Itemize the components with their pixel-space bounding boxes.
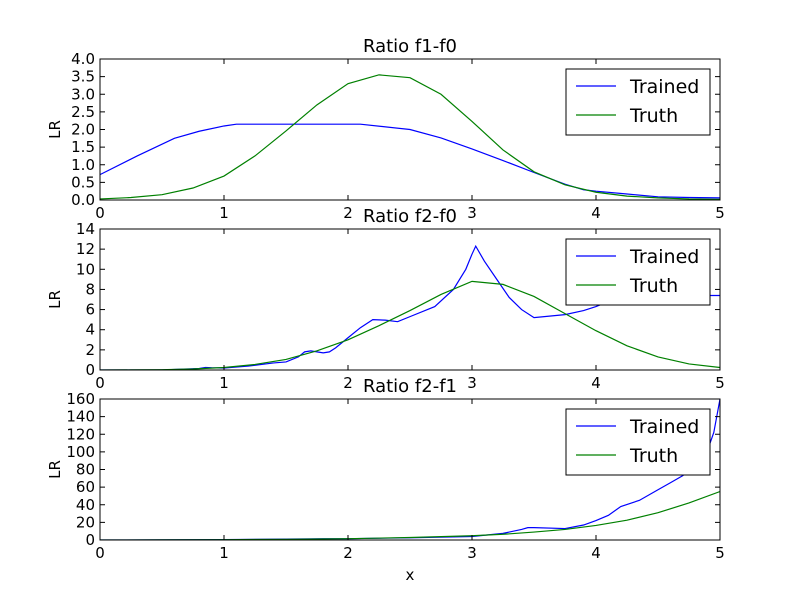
legend-label-trained: Trained bbox=[629, 76, 699, 98]
legend: Trained Truth bbox=[565, 68, 711, 136]
x-tick-label: 4 bbox=[591, 544, 601, 562]
x-tick-label: 4 bbox=[591, 204, 601, 222]
legend-label-trained: Trained bbox=[629, 416, 699, 438]
x-tick-label: 5 bbox=[715, 204, 725, 222]
y-tick-label: 3.5 bbox=[71, 68, 95, 86]
x-tick-label: 3 bbox=[467, 374, 477, 392]
y-tick-label: 12 bbox=[76, 240, 95, 258]
y-tick-label: 40 bbox=[76, 496, 95, 514]
y-tick-label: 20 bbox=[76, 513, 95, 531]
x-tick-label: 2 bbox=[343, 544, 353, 562]
legend-label-truth: Truth bbox=[629, 275, 678, 297]
series-line-trained bbox=[100, 244, 720, 370]
series-line-truth bbox=[100, 74, 720, 200]
x-tick-label: 5 bbox=[715, 374, 725, 392]
legend-box bbox=[565, 408, 711, 476]
x-tick-label: 2 bbox=[343, 374, 353, 392]
y-tick-label: 1.5 bbox=[71, 138, 95, 156]
y-tick-label: 6 bbox=[85, 301, 95, 319]
y-tick-label: 2.0 bbox=[71, 121, 95, 139]
legend-box bbox=[565, 238, 711, 306]
chart-title: Ratio f1-f0 bbox=[363, 36, 457, 57]
x-tick-label: 1 bbox=[219, 204, 229, 222]
x-tick-label: 5 bbox=[715, 544, 725, 562]
x-tick-label: 2 bbox=[343, 204, 353, 222]
x-axis-label: x bbox=[406, 566, 415, 584]
y-tick-label: 14 bbox=[76, 220, 95, 238]
x-tick-label: 1 bbox=[219, 374, 229, 392]
y-tick-label: 0.0 bbox=[71, 191, 95, 209]
x-tick-label: 1 bbox=[219, 544, 229, 562]
y-tick-label: 0.5 bbox=[71, 173, 95, 191]
y-tick-label: 140 bbox=[66, 408, 95, 426]
series-line-truth bbox=[100, 490, 720, 540]
y-tick-label: 0 bbox=[85, 361, 95, 379]
series-line-trained bbox=[100, 123, 720, 199]
x-tick-label: 0 bbox=[95, 374, 105, 392]
legend: Trained Truth bbox=[565, 238, 711, 306]
legend-label-truth: Truth bbox=[629, 445, 678, 467]
y-axis-label: LR bbox=[46, 120, 64, 139]
y-tick-label: 2 bbox=[85, 341, 95, 359]
y-tick-label: 10 bbox=[76, 260, 95, 278]
x-tick-label: 4 bbox=[591, 374, 601, 392]
x-tick-label: 3 bbox=[467, 544, 477, 562]
y-tick-label: 120 bbox=[66, 425, 95, 443]
axes-frame bbox=[99, 228, 721, 371]
x-tick-label: 0 bbox=[95, 204, 105, 222]
y-tick-label: 100 bbox=[66, 443, 95, 461]
y-axis-label: LR bbox=[46, 290, 64, 309]
y-tick-label: 0 bbox=[85, 531, 95, 549]
legend: Trained Truth bbox=[565, 408, 711, 476]
chart-title: Ratio f2-f0 bbox=[363, 206, 457, 227]
x-tick-label: 0 bbox=[95, 544, 105, 562]
y-tick-label: 60 bbox=[76, 478, 95, 496]
y-tick-label: 8 bbox=[85, 280, 95, 298]
legend-label-truth: Truth bbox=[629, 105, 678, 127]
subplot-1: 0 1 2 3 4 5 0.00.51.01.52.02.53.03.54.0 Ratio f… bbox=[46, 36, 725, 222]
y-tick-label: 2.5 bbox=[71, 103, 95, 121]
series-line-truth bbox=[100, 280, 720, 370]
y-tick-label: 4.0 bbox=[71, 50, 95, 68]
y-tick-label: 160 bbox=[66, 390, 95, 408]
chart-title: Ratio f2-f1 bbox=[363, 376, 457, 397]
legend-box bbox=[565, 68, 711, 136]
y-tick-label: 4 bbox=[85, 321, 95, 339]
legend-label-trained: Trained bbox=[629, 246, 699, 268]
y-axis-label: LR bbox=[46, 460, 64, 479]
x-tick-label: 3 bbox=[467, 204, 477, 222]
y-tick-label: 1.0 bbox=[71, 156, 95, 174]
y-tick-label: 80 bbox=[76, 461, 95, 479]
y-tick-label: 3.0 bbox=[71, 85, 95, 103]
